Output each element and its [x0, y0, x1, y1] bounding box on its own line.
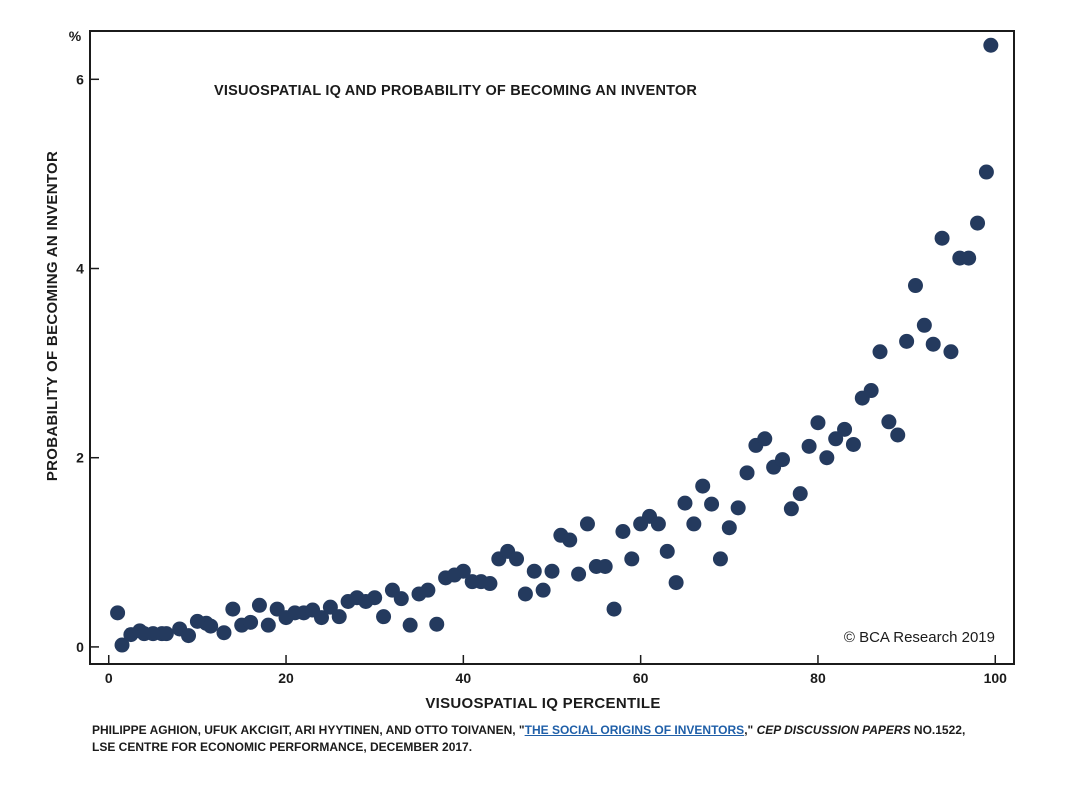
y-unit-label: % [69, 28, 82, 44]
data-point [517, 586, 533, 602]
data-point [322, 599, 338, 615]
data-point [783, 501, 799, 517]
x-tick-label: 40 [456, 670, 472, 686]
y-axis-ticks: 0 2 4 6 [76, 71, 99, 655]
source-footnote: PHILIPPE AGHION, UFUK AKCIGIT, ARI HYYTI… [92, 722, 1052, 756]
data-point [890, 427, 906, 443]
data-point [712, 551, 728, 567]
x-tick-label: 0 [105, 670, 113, 686]
data-point [775, 452, 790, 468]
x-axis-title: VISUOSPATIAL IQ PERCENTILE [425, 695, 660, 712]
x-tick-label: 80 [810, 670, 826, 686]
data-point [668, 575, 684, 591]
data-point [881, 414, 897, 430]
data-point [158, 626, 174, 642]
data-point [203, 618, 219, 634]
data-point [872, 344, 888, 360]
paper-link[interactable]: THE SOCIAL ORIGINS OF INVENTORS [524, 723, 745, 737]
footnote-number: NO.1522, [910, 723, 966, 737]
x-tick-label: 60 [633, 670, 649, 686]
x-axis-ticks: 0 20 40 60 80 100 [105, 655, 1007, 686]
data-point [420, 582, 436, 598]
data-point [181, 628, 197, 644]
data-point [837, 421, 853, 437]
data-point [606, 601, 622, 617]
data-points [110, 37, 999, 653]
footnote-authors: PHILIPPE AGHION, UFUK AKCIGIT, ARI HYYTI… [92, 723, 525, 737]
data-point [367, 590, 383, 606]
data-point [907, 278, 923, 294]
data-point [615, 524, 631, 540]
data-point [978, 164, 994, 180]
data-point [314, 610, 329, 626]
data-point [916, 317, 932, 333]
data-point [260, 617, 276, 633]
data-point [225, 601, 241, 617]
data-point [455, 563, 471, 579]
data-point [792, 486, 808, 502]
plot-frame [89, 30, 1015, 665]
y-tick-label: 4 [76, 261, 84, 277]
data-point [704, 496, 720, 512]
data-point [943, 344, 959, 360]
data-point [393, 591, 409, 607]
data-point [429, 616, 445, 632]
y-axis-title: PROBABILITY OF BECOMING AN INVENTOR [44, 151, 61, 481]
y-tick-label: 0 [76, 639, 84, 655]
x-tick-label: 100 [984, 670, 1008, 686]
data-point [482, 576, 498, 592]
data-point [757, 431, 773, 447]
data-point [828, 431, 844, 447]
data-point [650, 516, 666, 532]
data-point [544, 563, 560, 579]
data-point [597, 559, 613, 575]
data-point [110, 605, 126, 621]
data-point [624, 551, 640, 567]
scatter-chart: 0 20 40 60 80 100 0 2 4 6 % VISUOSPATIAL IQ AND … [44, 28, 1015, 712]
data-point [243, 614, 259, 630]
data-point [114, 637, 130, 653]
data-point [970, 215, 986, 231]
footnote-line-2: LSE CENTRE FOR ECONOMIC PERFORMANCE, DEC… [92, 740, 473, 754]
data-point [571, 566, 587, 582]
footnote-line-1: PHILIPPE AGHION, UFUK AKCIGIT, ARI HYYTI… [92, 722, 1052, 739]
data-point [983, 37, 999, 53]
footnote-journal: CEP DISCUSSION PAPERS [756, 723, 911, 737]
data-point [810, 415, 826, 431]
data-point [730, 500, 746, 516]
data-point [562, 532, 578, 548]
data-point [845, 436, 861, 452]
data-point [509, 551, 525, 567]
data-point [579, 516, 595, 532]
data-point [961, 250, 977, 266]
data-point [819, 450, 835, 466]
data-point [677, 495, 693, 511]
data-point [899, 333, 915, 349]
chart-title: VISUOSPATIAL IQ AND PROBABILITY OF BECOM… [214, 83, 697, 99]
y-tick-label: 6 [76, 71, 84, 87]
data-point [695, 478, 711, 494]
data-point [801, 438, 817, 454]
data-point [925, 336, 941, 352]
data-point [721, 520, 737, 536]
data-point [739, 465, 755, 481]
data-point [216, 625, 232, 641]
data-point [863, 383, 879, 399]
data-point [526, 563, 542, 579]
data-point [535, 582, 551, 598]
y-tick-label: 2 [76, 450, 84, 466]
copyright-note: © BCA Research 2019 [844, 629, 995, 646]
x-tick-label: 20 [278, 670, 294, 686]
footnote-after-link: ," [744, 723, 757, 737]
data-point [251, 597, 267, 613]
data-point [934, 230, 950, 246]
data-point [376, 609, 392, 625]
data-point [686, 516, 702, 532]
data-point [331, 609, 347, 625]
data-point [402, 617, 418, 633]
data-point [659, 543, 675, 559]
